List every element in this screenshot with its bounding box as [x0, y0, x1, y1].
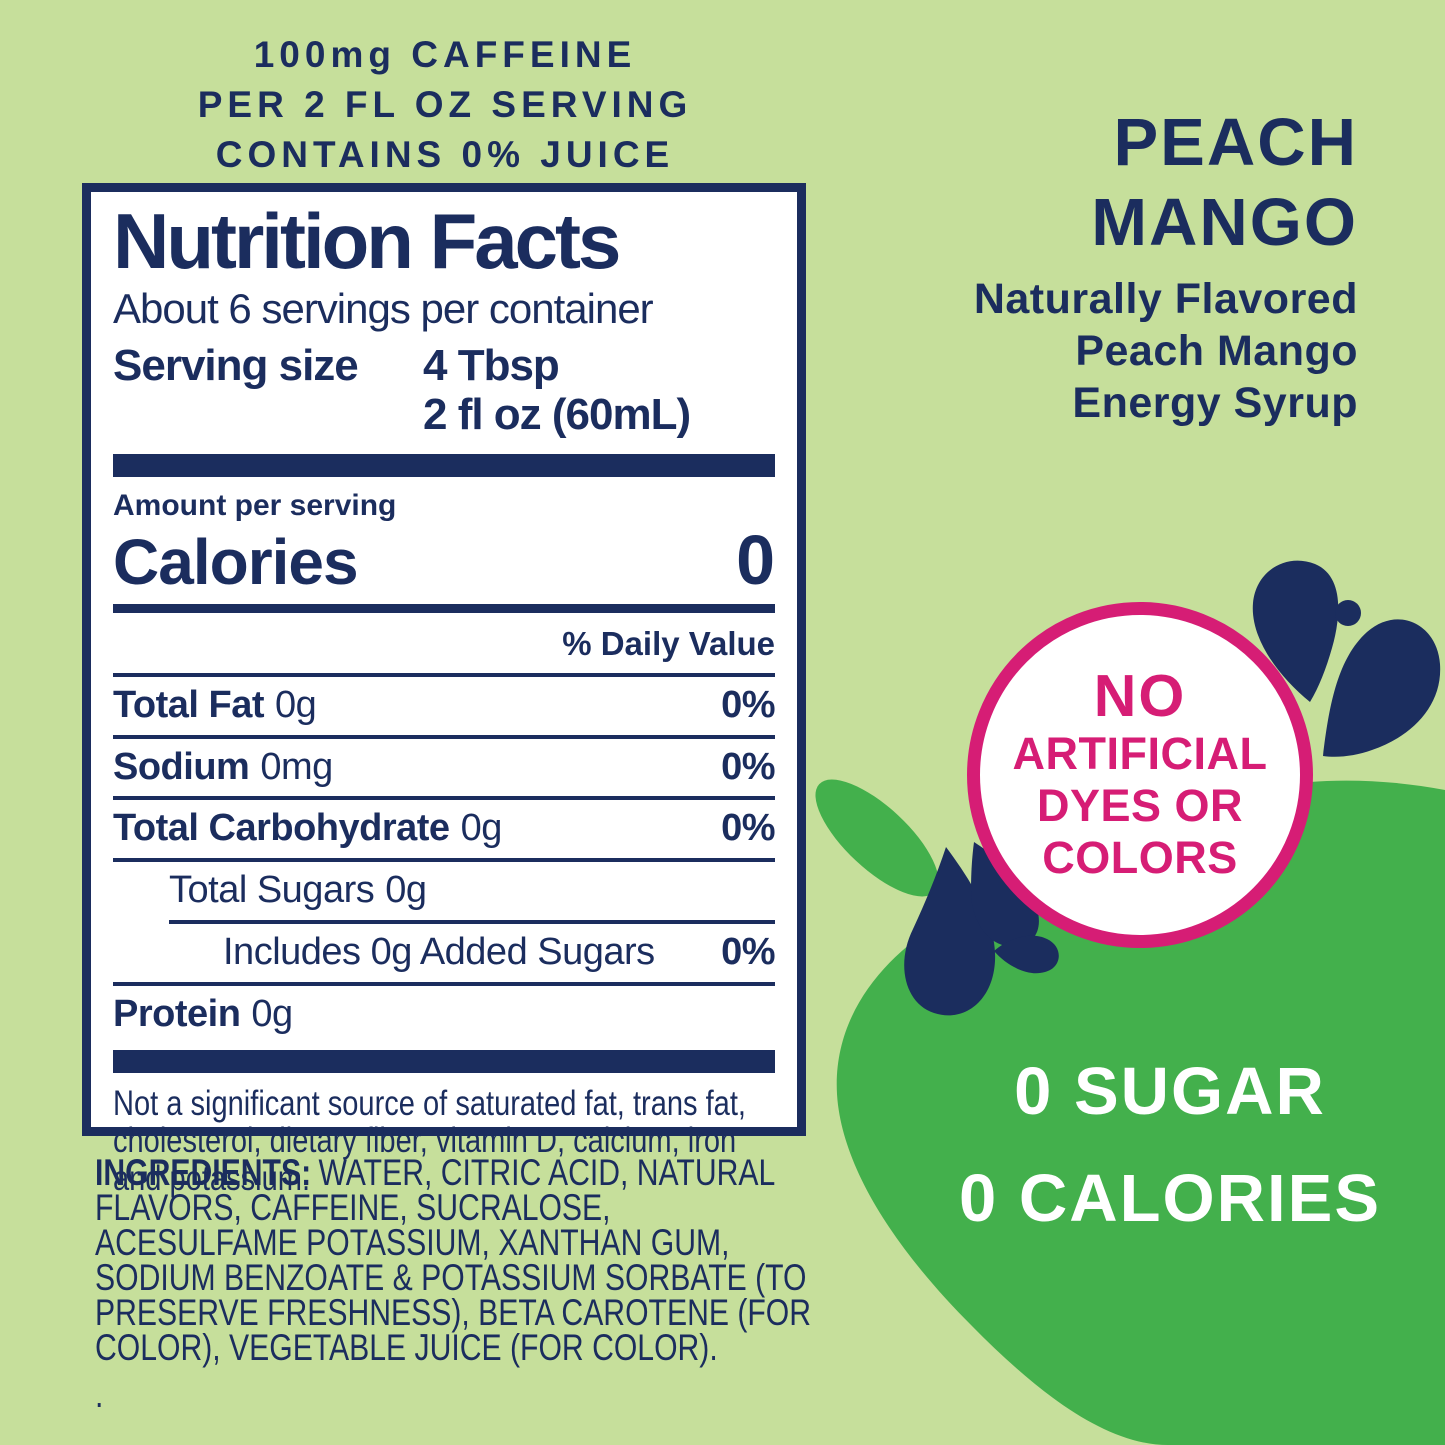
flavor-subtitle-line3: Energy Syrup: [1072, 379, 1358, 427]
serving-size-row: Serving size 4 Tbsp 2 fl oz (60mL): [113, 341, 775, 440]
nutrient-dv: 0%: [721, 807, 775, 850]
calories-label: Calories: [113, 525, 359, 598]
droplet-icon: [971, 842, 1039, 947]
droplet-icon: [994, 935, 1059, 974]
servings-per-container: About 6 servings per container: [113, 284, 654, 332]
nutrient-row-added-sugars: Includes 0g Added Sugars 0%: [113, 924, 775, 982]
flavor-subtitle-line1: Naturally Flavored: [973, 275, 1358, 323]
hairline-rule: [169, 920, 775, 924]
thick-divider-bar: [113, 453, 775, 477]
nutrient-name: Includes 0g Added Sugars: [223, 931, 655, 973]
medium-divider-rule: [113, 603, 775, 613]
splash-droplets-bottom-icon: [904, 842, 1059, 1016]
flavor-block: PEACH MANGO Naturally Flavored Peach Man…: [974, 103, 1358, 429]
hairline-rule: [113, 796, 775, 801]
zero-sugar-claim: 0 SUGAR: [1014, 1054, 1326, 1129]
flavor-subtitle: Naturally Flavored Peach Mango Energy Sy…: [974, 273, 1358, 429]
hairline-rule: [113, 981, 775, 986]
thick-divider-bar: [113, 1049, 775, 1073]
caffeine-claims: 100mg CAFFEINE PER 2 FL OZ SERVING CONTA…: [75, 30, 815, 180]
badge-line4: COLORS: [1042, 832, 1238, 884]
nutrition-facts-title: Nutrition Facts: [113, 197, 621, 285]
calories-value: 0: [736, 520, 775, 599]
zero-claims: 0 SUGAR 0 CALORIES: [905, 1058, 1435, 1232]
ingredients-section: INGREDIENTS: WATER, CITRIC ACID, NATURAL …: [95, 1152, 812, 1415]
nutrient-row-sodium: Sodium 0mg 0%: [113, 739, 775, 797]
flavor-subtitle-line2: Peach Mango: [1075, 327, 1358, 375]
nutrient-row-total-sugars: Total Sugars 0g: [113, 862, 775, 920]
nutrition-facts-panel: Nutrition Facts About 6 servings per con…: [82, 183, 806, 1198]
nutrient-name: Total Sugars 0g: [169, 869, 427, 912]
ingredients-trailing-dot: .: [95, 1374, 104, 1415]
nutrient-dv: 0%: [721, 745, 775, 788]
nutrient-row-total-fat: Total Fat 0g 0%: [113, 677, 775, 735]
nutrient-row-protein: Protein 0g: [113, 986, 775, 1044]
hairline-rule: [113, 734, 775, 739]
nutrient-dv: 0%: [721, 931, 775, 973]
badge-line3: DYES OR: [1036, 779, 1244, 831]
badge-line1: NO: [1093, 662, 1187, 729]
green-splash-finger: [815, 779, 939, 897]
nutrient-row-total-carbohydrate: Total Carbohydrate 0g 0%: [113, 800, 775, 858]
amount-per-serving-label: Amount per serving: [113, 488, 397, 522]
serving-size-value-line2: 2 fl oz (60mL): [423, 390, 691, 440]
droplet-icon: [1252, 560, 1339, 702]
droplet-dot-icon: [1335, 600, 1361, 626]
badge-line2: ARTIFICIAL: [1012, 727, 1268, 779]
zero-calories-claim: 0 CALORIES: [958, 1161, 1382, 1236]
droplet-icon: [1323, 619, 1441, 757]
serving-size-value: 4 Tbsp 2 fl oz (60mL): [423, 341, 691, 440]
nutrient-name: Sodium 0mg: [113, 745, 333, 788]
caffeine-claim-line2: PER 2 FL OZ SERVING: [197, 84, 693, 125]
ingredients-text: WATER, CITRIC ACID, NATURAL FLAVORS, CAF…: [95, 1152, 812, 1368]
splash-droplets-top-icon: [1252, 560, 1441, 757]
nutrient-dv: 0%: [721, 683, 775, 726]
nutrient-name: Protein 0g: [113, 992, 293, 1035]
flavor-title-line1: PEACH: [1113, 105, 1358, 180]
calories-row: Calories 0: [113, 525, 775, 596]
hairline-rule: [113, 672, 775, 677]
nutrition-footnote: Not a significant source of saturated fa…: [113, 1083, 746, 1199]
serving-size-label: Serving size: [113, 341, 359, 391]
juice-claim-line: CONTAINS 0% JUICE: [215, 134, 675, 175]
flavor-title: PEACH MANGO: [974, 103, 1358, 263]
serving-size-value-line1: 4 Tbsp: [423, 341, 560, 391]
hairline-rule: [113, 858, 775, 863]
nutrient-name: Total Fat 0g: [113, 683, 317, 726]
no-artificial-dyes-badge: NO ARTIFICIAL DYES OR COLORS: [967, 602, 1313, 948]
flavor-title-line2: MANGO: [1091, 185, 1358, 260]
caffeine-claim-line1: 100mg CAFFEINE: [253, 34, 637, 75]
ingredients-label: INGREDIENTS:: [95, 1152, 312, 1193]
nutrient-name: Total Carbohydrate 0g: [113, 807, 502, 850]
daily-value-header: % Daily Value: [562, 624, 775, 662]
